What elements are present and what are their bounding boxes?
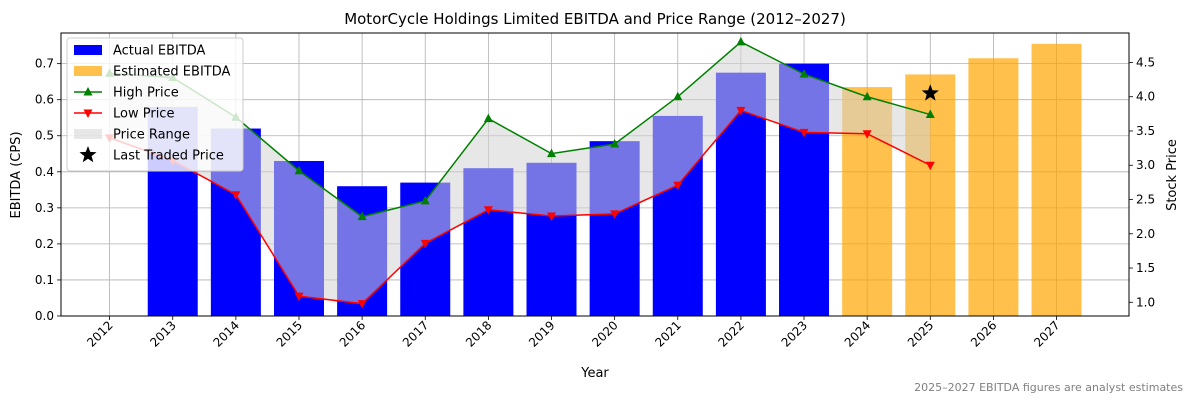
legend-marker — [83, 109, 93, 118]
y-tick-label-right: 1.5 — [1136, 261, 1155, 275]
price-lines — [105, 36, 939, 309]
legend-label: Low Price — [113, 107, 174, 122]
estimated-ebitda-bar — [1031, 43, 1082, 317]
footnote: 2025–2027 EBITDA figures are analyst est… — [914, 381, 1183, 394]
high-price-point — [483, 113, 493, 123]
plot-frame — [60, 32, 1130, 317]
legend-box — [66, 37, 244, 172]
legend-label: Last Traded Price — [113, 149, 224, 164]
high-price-point — [610, 139, 620, 148]
low-price-point — [862, 130, 872, 139]
legend-marker — [79, 146, 97, 163]
low-price-point — [799, 128, 809, 138]
low-price-point — [925, 161, 935, 171]
high-price-point — [862, 91, 872, 101]
high-price-point — [420, 195, 430, 205]
high-price-point — [294, 165, 304, 175]
y-tick-label-left: 0.5 — [35, 129, 54, 143]
high-price-line — [109, 41, 931, 218]
low-price-point — [610, 210, 620, 219]
y-tick-label-right: 3.5 — [1136, 124, 1155, 138]
low-price-line — [109, 109, 931, 305]
legend-swatch — [74, 129, 102, 139]
y-tick-label-left: 0.6 — [35, 93, 54, 107]
y-tick-label-left: 0.2 — [35, 237, 54, 251]
y-axis-label-left: EBITDA (CPS) — [9, 131, 24, 218]
chart-title: MotorCycle Holdings Limited EBITDA and P… — [344, 10, 846, 28]
legend: Actual EBITDA Estimated EBITDA High Price L… — [66, 37, 244, 172]
y-axis-label-right: Stock Price — [1165, 139, 1180, 211]
y-tick-label-right: 2.0 — [1136, 227, 1155, 241]
legend-label: Price Range — [113, 128, 190, 143]
legend-swatch — [74, 45, 102, 55]
low-price-point — [673, 181, 683, 191]
y-tick-label-right: 4.0 — [1136, 90, 1155, 104]
legend-label: High Price — [113, 86, 179, 101]
y-tick-label-right: 4.5 — [1136, 55, 1155, 69]
y-tick-label-right: 1.0 — [1136, 295, 1155, 309]
low-price-point — [420, 239, 430, 249]
y-tick-label-left: 0.0 — [35, 309, 54, 323]
y-tick-label-left: 0.7 — [35, 57, 54, 71]
price-range-area — [109, 41, 931, 304]
last-traded-price-star — [921, 84, 939, 101]
low-price-point — [357, 300, 367, 309]
low-price-point — [483, 206, 493, 215]
high-price-point — [673, 91, 683, 101]
high-price-point — [357, 211, 367, 221]
y-tick-label-left: 0.1 — [35, 273, 54, 287]
estimated-ebitda-bar — [968, 58, 1019, 317]
high-price-point — [925, 109, 935, 119]
legend-swatch — [74, 66, 102, 76]
high-price-point — [736, 36, 746, 46]
legend-marker — [83, 87, 93, 96]
low-price-point — [231, 191, 241, 200]
x-axis-label: Year — [580, 366, 609, 381]
high-price-point — [799, 69, 809, 78]
high-price-point — [547, 148, 557, 158]
y-tick-label-left: 0.3 — [35, 201, 54, 215]
legend-label: Actual EBITDA — [113, 44, 206, 59]
low-price-point — [547, 212, 557, 221]
legend-label: Estimated EBITDA — [113, 65, 230, 80]
y-tick-label-right: 2.5 — [1136, 193, 1155, 207]
low-price-point — [736, 106, 746, 116]
y-tick-label-right: 3.0 — [1136, 158, 1155, 172]
low-price-point — [294, 292, 304, 302]
y-tick-label-left: 0.4 — [35, 165, 54, 179]
price-range-band — [109, 41, 931, 304]
